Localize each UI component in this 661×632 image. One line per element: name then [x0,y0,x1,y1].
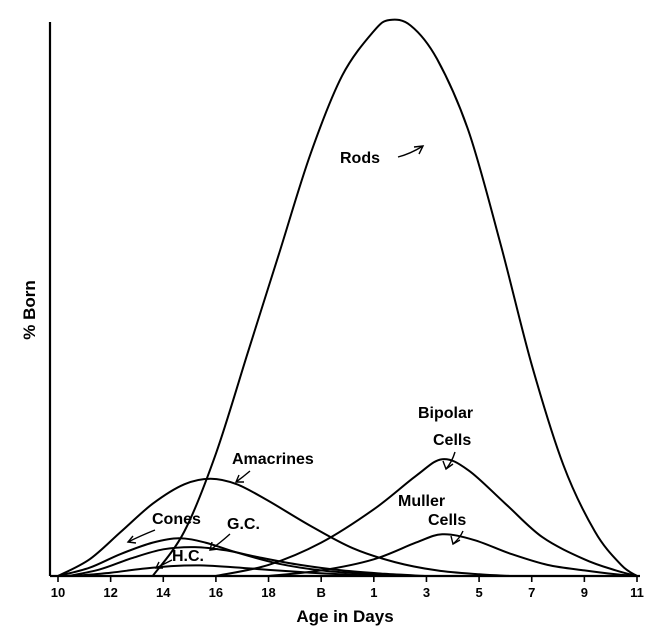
arrowhead-cones [126,535,137,544]
label-bipolar-line1: Bipolar [418,405,473,422]
x-tick-label: 18 [261,585,275,600]
curve-bipolar-cells [215,458,638,577]
arrowhead-amacrines [234,474,244,483]
x-tick-label: 3 [423,585,430,600]
label-bipolar-line2: Cells [433,432,471,449]
curve-muller-cells [268,533,638,577]
x-tick-label: 16 [209,585,223,600]
arrow-amacrines [235,470,251,483]
label-amacrines: Amacrines [232,451,314,468]
curve-h-c [73,564,385,577]
x-tick-label: 14 [156,585,171,600]
label-cones: Cones [152,511,201,528]
arrow-gc [209,533,231,551]
arrowhead-rods [413,145,425,155]
y-axis-title: % Born [20,280,39,340]
label-rods: Rods [340,150,380,167]
x-tick-label: 5 [475,585,482,600]
arrowhead-bipolar [442,460,454,471]
arrowhead-muller [450,535,461,546]
x-tick-label: 11 [630,585,644,600]
arrow-cones [127,529,156,543]
label-gc: G.C. [227,516,260,533]
curve-rods [151,18,638,577]
x-axis-title: Age in Days [296,607,393,626]
label-muller-line2: Cells [428,512,466,529]
x-tick-label: 7 [528,585,535,600]
curves [57,18,638,577]
x-tick-label: B [316,585,325,600]
curve-g-c [68,546,427,577]
curve-amacrines [57,477,511,577]
x-tick-label: 1 [370,585,377,600]
curve-cones [57,537,395,577]
label-hc: H.C. [172,548,204,565]
x-tick-label: 10 [51,585,65,600]
x-tick-label: 9 [581,585,588,600]
arrow-rods [397,145,424,158]
arrowhead-hc [154,561,163,569]
x-tick-label: 12 [103,585,117,600]
x-ticks: 10 12 14 16 18 B 1 3 5 7 9 11 [51,576,644,600]
arrowhead-gc [209,541,219,551]
label-muller-line1: Muller [398,493,445,510]
